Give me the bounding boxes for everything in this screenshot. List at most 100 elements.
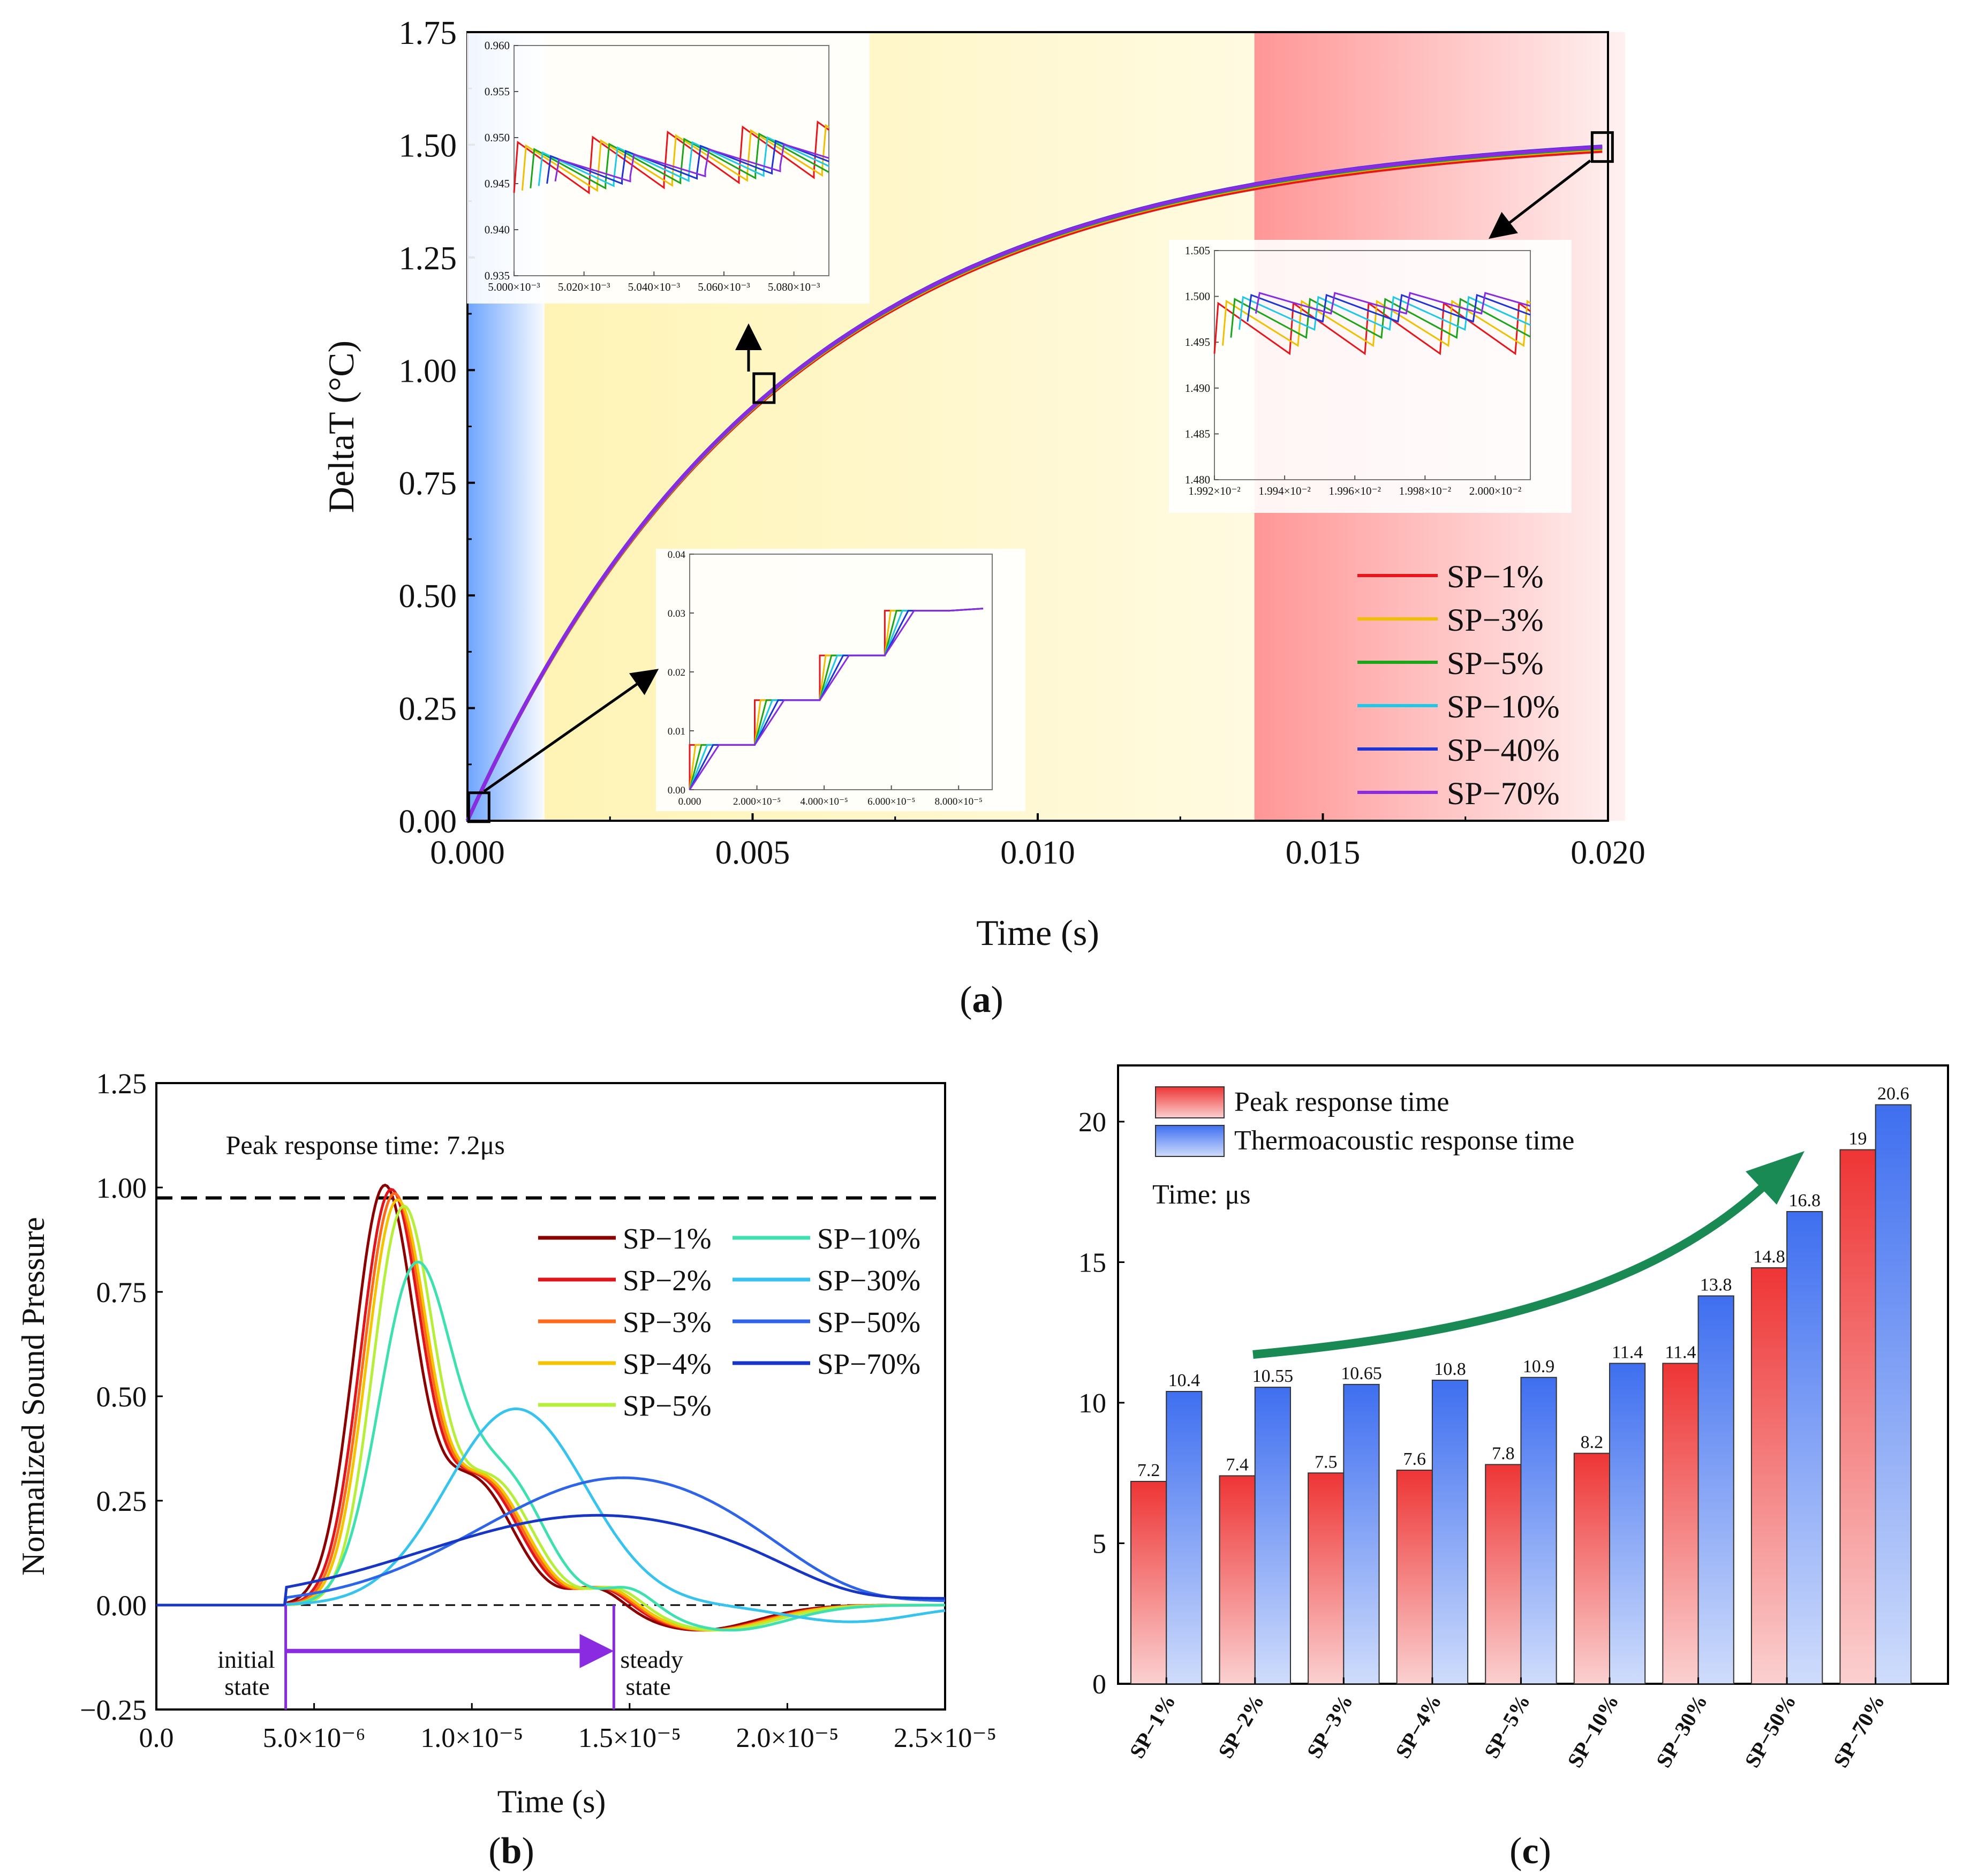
inset-x-tick-label: 5.060×10⁻³ — [698, 281, 750, 293]
curve-SP−70% — [156, 1514, 945, 1607]
inset-middle: 0.935 0.940 0.945 0.950 0.955 0.960 5.000×10⁻³… — [467, 33, 870, 304]
inset-middle-background — [467, 33, 870, 304]
y-tick-label: 1.00 — [399, 353, 457, 389]
panel-a-x-axis: 0.000 0.005 0.010 0.015 0.020 — [430, 813, 1645, 871]
steady-state-label: steady — [620, 1646, 683, 1673]
inset-y-tick-label: 1.490 — [1185, 382, 1210, 395]
bar-value-label: 14.8 — [1753, 1247, 1785, 1267]
curve-SP−30% — [156, 1407, 946, 1623]
panel-b-plot-frame — [155, 1082, 946, 1711]
x-tick-label: 0.0 — [139, 1723, 174, 1753]
x-tick-label: 2.0×10⁻⁵ — [736, 1723, 839, 1753]
bar-value-label: 16.8 — [1788, 1191, 1821, 1211]
legend-label: SP−70% — [1447, 776, 1560, 811]
legend-label: SP−4% — [623, 1348, 712, 1380]
panel-a-legend: SP−1% SP−3% SP−5% SP−10% SP−40% SP−70% — [1357, 559, 1560, 811]
bar-value-label: 20.6 — [1877, 1084, 1909, 1104]
inset-y-tick-label: 1.505 — [1185, 244, 1210, 257]
inset-x-tick-label: 2.000×10⁻⁵ — [733, 796, 781, 807]
y-tick-label: 1.00 — [96, 1172, 147, 1204]
legend-label: SP−3% — [623, 1306, 712, 1338]
bar-peak-SP−1% — [1130, 1481, 1167, 1684]
inset-y-tick-label: 1.495 — [1185, 336, 1210, 349]
legend-label: Thermoacoustic response time — [1234, 1125, 1574, 1156]
bar-thermo-SP−30% — [1697, 1295, 1734, 1684]
bar-value-label: 13.8 — [1700, 1275, 1732, 1295]
bar-thermo-SP−10% — [1609, 1363, 1646, 1684]
x-tick-label: SP−70% — [1829, 1690, 1890, 1772]
inset-y-tick-label: 0.01 — [668, 726, 685, 737]
inset-start-content: 0.00 0.01 0.02 0.03 0.04 0.000 2.000×10⁻⁵ 4.000… — [668, 549, 984, 807]
bar-value-label: 10.55 — [1252, 1366, 1294, 1386]
inset-x-tick-label: 5.020×10⁻³ — [558, 281, 610, 293]
inset-y-tick-label: 0.03 — [668, 608, 685, 619]
bar-value-label: 10.65 — [1341, 1364, 1382, 1383]
inset-x-tick-label: 0.000 — [678, 796, 701, 807]
legend-label: SP−5% — [1447, 646, 1544, 681]
panel-c-trend-arrow — [1252, 1177, 1773, 1359]
x-tick-label: 2.5×10⁻⁵ — [894, 1723, 996, 1753]
bar-thermo-SP−5% — [1520, 1376, 1557, 1684]
panel-b-y-axis-label: Normalized Sound Pressure — [16, 1217, 51, 1576]
inset-x-tick-label: 1.996×10⁻² — [1328, 485, 1380, 497]
panel-a-zoom-boxes — [467, 131, 1614, 823]
arrow-to-inset-start — [483, 669, 659, 793]
inset-oscillation-curve — [1230, 298, 1531, 339]
x-tick-label: 0.005 — [715, 835, 790, 871]
x-tick-label: SP−1% — [1124, 1690, 1180, 1762]
bar-value-label: 7.5 — [1315, 1452, 1338, 1472]
y-tick-label: 0.00 — [399, 804, 457, 840]
inset-x-tick-label: 6.000×10⁻⁵ — [867, 796, 915, 807]
y-tick-label: 1.25 — [96, 1068, 147, 1100]
panel-b-legend: SP−1% SP−2% SP−3% SP−4% SP−5% SP−10% SP−30% SP−… — [538, 1222, 920, 1422]
legend-label: SP−30% — [817, 1264, 920, 1297]
inset-y-tick-label: 0.935 — [485, 269, 510, 282]
inset-oscillation-curve — [1247, 293, 1531, 323]
inset-oscillation-curve — [546, 139, 829, 185]
bar-value-label: 7.4 — [1226, 1455, 1249, 1475]
x-tick-label: SP−30% — [1651, 1690, 1712, 1772]
bar-value-label: 8.2 — [1581, 1433, 1604, 1453]
y-tick-label: 0.75 — [399, 466, 457, 502]
panel-b-reference-lines — [156, 1196, 945, 1606]
panel-b-curves — [156, 1183, 946, 1632]
bar-peak-SP−4% — [1396, 1470, 1433, 1684]
inset-end-background — [1169, 240, 1572, 513]
peak-response-text: Peak response time: 7.2μs — [226, 1130, 505, 1160]
inset-x-tick-label: 8.000×10⁻⁵ — [935, 796, 983, 807]
panel-a-curves — [465, 145, 1603, 822]
caption-c: (c) — [1509, 1830, 1551, 1872]
bar-thermo-SP−3% — [1343, 1383, 1380, 1684]
x-tick-label: 1.5×10⁻⁵ — [578, 1723, 681, 1753]
bar-value-label: 7.6 — [1403, 1449, 1426, 1469]
bar-thermo-SP−1% — [1166, 1391, 1203, 1684]
bar-peak-SP−10% — [1573, 1453, 1611, 1684]
y-tick-label: 1.75 — [399, 15, 457, 51]
inset-end-frame — [1214, 250, 1531, 480]
inset-oscillation-curve — [538, 136, 829, 187]
caption-b: (b) — [488, 1830, 534, 1872]
panel-b-sound-pressure-chart: −0.25 0.00 0.25 0.50 0.75 1.00 1.25 0.0 5.0×10⁻… — [16, 1068, 996, 1872]
y-tick-label: 0.00 — [96, 1590, 147, 1622]
x-tick-label: SP−2% — [1213, 1690, 1269, 1762]
panel-a-deltat-chart: 0.000.250.500.751.001.251.501.75 0.000 0.… — [321, 15, 1645, 1020]
bar-thermo-SP−2% — [1254, 1387, 1292, 1684]
panel-c-trend-arrow-head — [1746, 1151, 1805, 1205]
curve-SP−50% — [156, 1476, 946, 1607]
inset-x-tick-label: 1.992×10⁻² — [1188, 485, 1240, 497]
inset-y-tick-label: 1.485 — [1185, 427, 1210, 440]
inset-oscillation-curve — [1255, 292, 1531, 315]
inset-start: 0.00 0.01 0.02 0.03 0.04 0.000 2.000×10⁻⁵ 4.000… — [656, 549, 1025, 811]
bar-thermo-SP−70% — [1875, 1104, 1912, 1684]
initial-state-label: initial — [217, 1646, 275, 1673]
y-tick-label: 0.25 — [399, 691, 457, 728]
zoom-box-0 — [467, 791, 490, 823]
bar-value-label: 7.8 — [1492, 1444, 1515, 1464]
inset-oscillation-curve — [521, 124, 829, 192]
x-tick-label: 0.010 — [1000, 835, 1075, 871]
bar-thermo-SP−4% — [1431, 1380, 1469, 1684]
legend-swatch — [1155, 1125, 1225, 1157]
y-tick-label: 0.50 — [96, 1381, 147, 1413]
y-tick-label: 0 — [1092, 1669, 1106, 1700]
